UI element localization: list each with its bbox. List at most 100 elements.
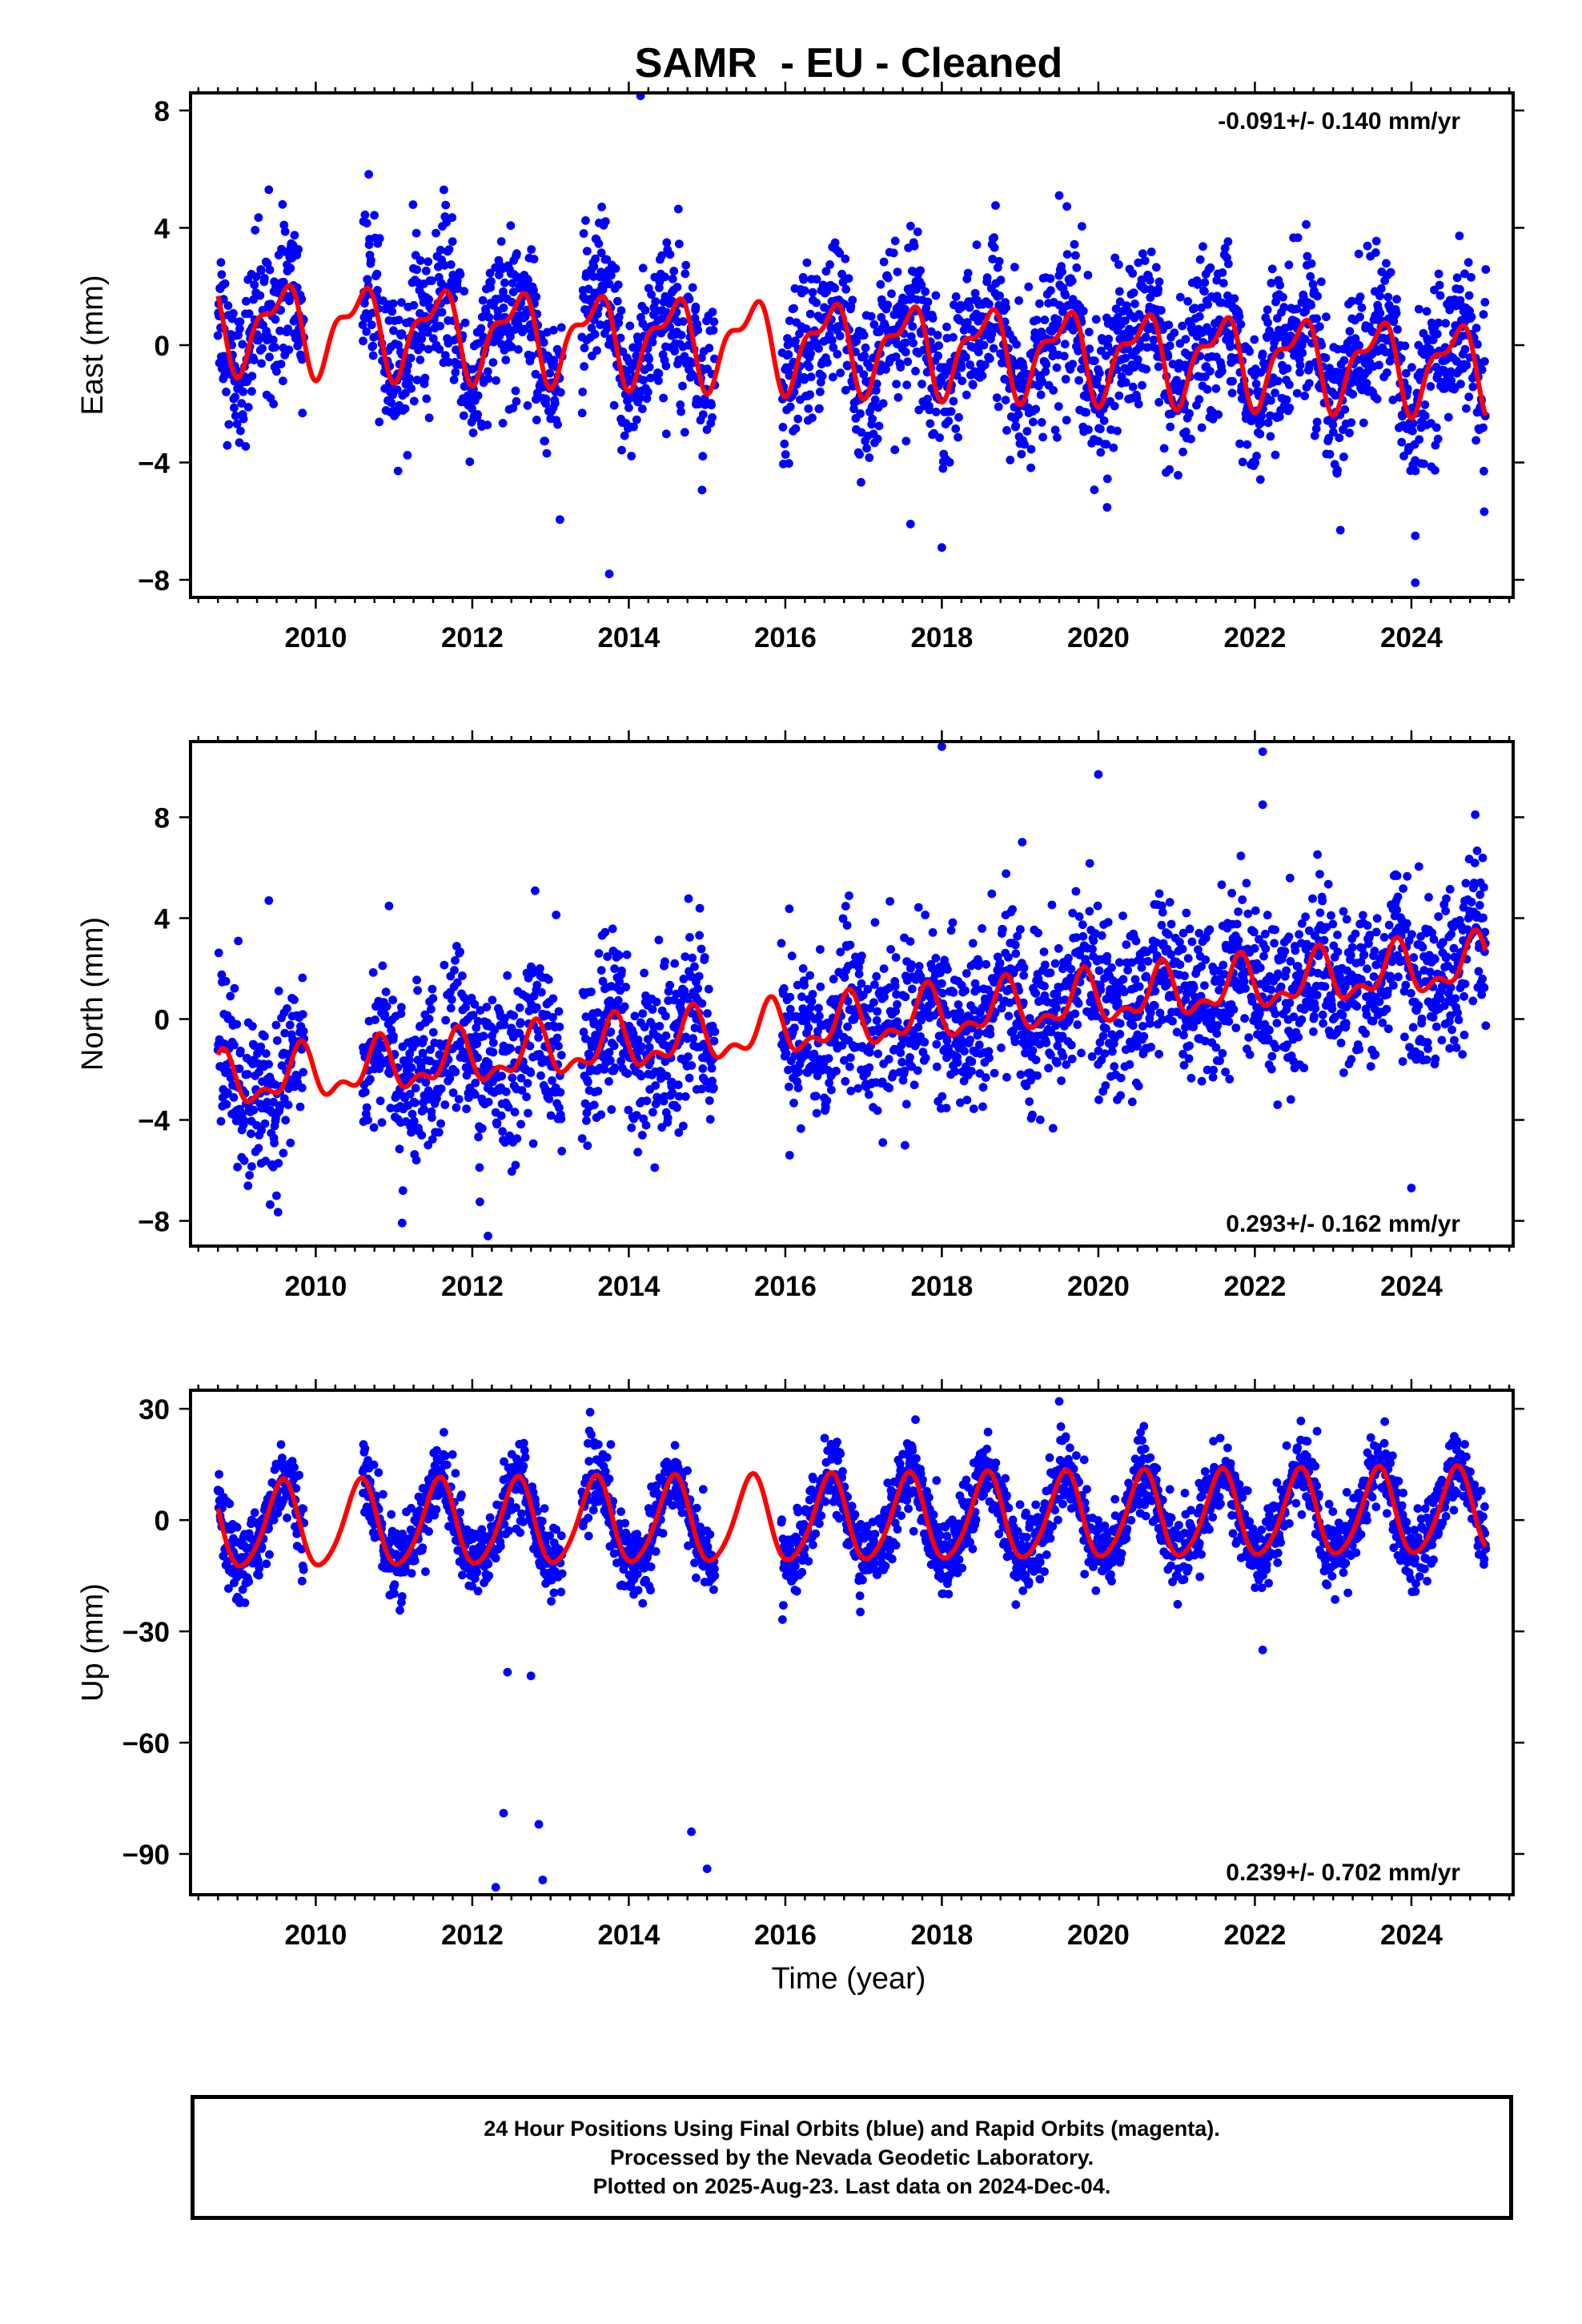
north-data-point <box>644 1043 654 1052</box>
north-data-point <box>1002 1072 1011 1082</box>
east-data-point <box>271 343 279 352</box>
east-data-point <box>791 424 801 433</box>
east-data-point <box>417 334 427 344</box>
north-data-point <box>901 1100 911 1109</box>
north-data-point <box>235 1064 244 1073</box>
north-data-point <box>815 1011 824 1021</box>
east-data-point <box>857 428 866 437</box>
north-data-point <box>817 1066 827 1075</box>
east-data-point <box>923 297 933 307</box>
north-data-point <box>651 1100 661 1108</box>
east-data-point <box>677 331 686 340</box>
north-data-point <box>1158 907 1167 917</box>
east-data-point <box>1053 432 1062 442</box>
north-data-point <box>681 952 690 961</box>
north-data-point <box>623 1069 632 1078</box>
east-data-point <box>432 228 440 238</box>
north-data-point <box>1136 956 1146 965</box>
east-data-point <box>1293 233 1303 243</box>
north-data-point <box>1019 971 1029 980</box>
east-data-point <box>916 266 925 275</box>
north-data-point <box>458 971 467 980</box>
north-data-point <box>1091 1011 1101 1021</box>
north-data-point <box>257 1126 266 1135</box>
north-data-point <box>1213 1021 1223 1030</box>
east-data-point <box>978 371 987 380</box>
east-data-point <box>925 405 934 415</box>
north-data-point <box>1180 971 1189 980</box>
east-data-point <box>1271 450 1280 460</box>
north-data-point <box>685 933 694 942</box>
east-data-point <box>1224 259 1233 268</box>
east-data-point <box>268 336 278 344</box>
north-data-point <box>1276 982 1286 991</box>
east-data-point <box>816 387 825 396</box>
east-data-point <box>235 317 245 327</box>
north-data-point <box>968 939 978 948</box>
north-data-point <box>1154 889 1164 899</box>
north-data-point <box>837 1041 847 1050</box>
east-data-point <box>780 439 789 448</box>
east-x-tick-label: 2012 <box>441 622 504 653</box>
east-data-point <box>1464 258 1473 267</box>
north-data-point <box>857 951 866 960</box>
north-data-point <box>931 954 941 963</box>
east-data-point <box>1300 392 1309 400</box>
north-data-point <box>693 984 703 993</box>
east-data-point <box>1245 347 1255 356</box>
east-data-point <box>500 278 509 287</box>
east-data-point <box>680 428 689 437</box>
east-data-point <box>962 352 970 362</box>
east-data-point <box>808 413 817 423</box>
east-data-point <box>708 412 717 422</box>
east-data-point <box>866 312 876 321</box>
east-data-point <box>1083 271 1093 279</box>
north-data-point <box>974 957 983 967</box>
east-data-point <box>590 330 600 339</box>
east-data-point <box>815 404 824 413</box>
north-data-point <box>1046 968 1055 978</box>
north-data-point <box>1165 898 1174 907</box>
north-data-point <box>704 984 713 994</box>
east-data-point <box>258 344 267 353</box>
east-data-point <box>893 267 902 276</box>
east-data-point <box>394 316 404 324</box>
east-data-point <box>1145 275 1154 285</box>
north-data-point <box>531 886 540 895</box>
north-data-point <box>577 1134 587 1144</box>
north-data-point <box>512 1134 522 1144</box>
east-data-point <box>1481 265 1491 274</box>
east-data-point <box>1285 380 1294 389</box>
north-data-point <box>785 1082 793 1092</box>
north-data-point <box>1088 944 1097 954</box>
north-data-point <box>843 996 853 1006</box>
east-data-point <box>1375 308 1385 318</box>
north-data-point <box>451 1068 460 1076</box>
north-data-point <box>254 1144 263 1153</box>
east-data-point <box>673 204 683 214</box>
north-data-point <box>363 1116 372 1124</box>
north-data-point <box>280 1028 290 1038</box>
north-data-point <box>470 1090 480 1100</box>
north-data-point <box>854 969 864 979</box>
north-data-point <box>907 984 917 994</box>
east-data-point <box>1223 237 1233 247</box>
north-data-point <box>841 902 850 911</box>
east-data-point <box>412 376 422 384</box>
north-data-point <box>1244 1033 1254 1042</box>
north-data-point <box>523 1079 532 1088</box>
north-data-point <box>1241 983 1250 993</box>
north-data-point <box>1154 1049 1163 1059</box>
chart-title: SAMR - EU - Cleaned <box>635 40 1063 86</box>
east-data-point <box>1099 416 1109 425</box>
east-data-point <box>550 399 560 408</box>
north-data-point <box>885 1084 894 1093</box>
north-data-point <box>1016 1070 1026 1080</box>
east-data-point <box>890 445 900 455</box>
east-data-point <box>1029 417 1038 427</box>
north-data-point <box>1054 944 1063 953</box>
north-data-point <box>670 959 680 968</box>
east-data-point <box>602 255 612 264</box>
east-data-point <box>1464 392 1474 401</box>
